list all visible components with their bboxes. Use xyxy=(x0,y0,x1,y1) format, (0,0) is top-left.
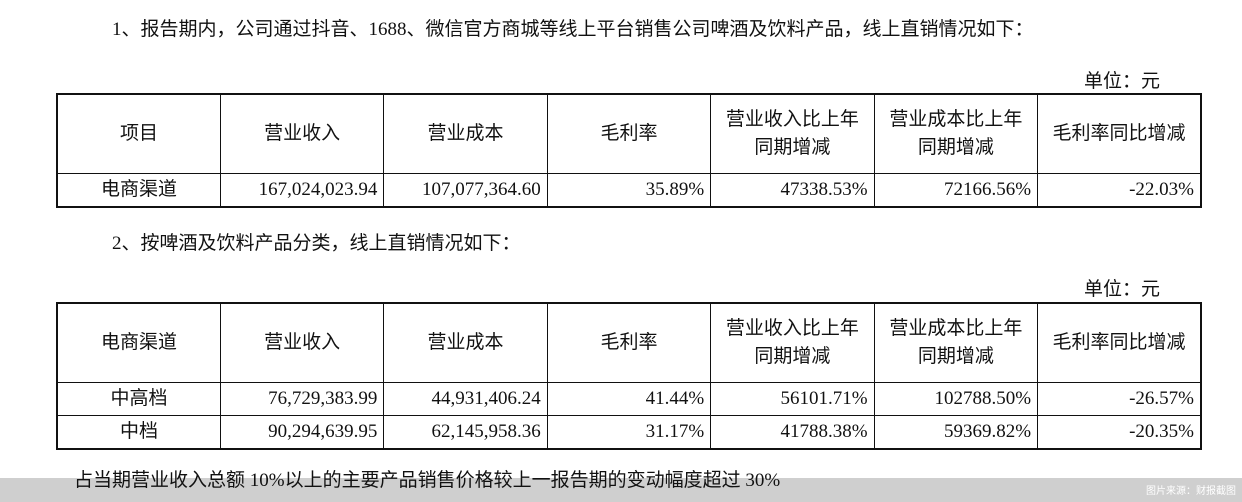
footer-note: 占当期营业收入总额 10%以上的主要产品销售价格较上一报告期的变动幅度超过 30… xyxy=(74,470,781,491)
cell: -22.03% xyxy=(1037,173,1202,208)
section1-heading: 1、报告期内，公司通过抖音、1688、微信官方商城等线上平台销售公司啤酒及饮料产… xyxy=(112,19,1034,40)
cell: 167,024,023.94 xyxy=(219,173,385,208)
cell: 102788.50% xyxy=(873,382,1039,416)
section2-heading: 2、按啤酒及饮料产品分类，线上直销情况如下： xyxy=(112,233,521,254)
header-cell: 营业收入 xyxy=(219,93,385,174)
cell: 中档 xyxy=(56,415,221,450)
header-cell: 营业收入 xyxy=(219,302,385,383)
header-cell: 营业收入比上年同期增减 xyxy=(710,93,875,174)
header-cell: 毛利率同比增减 xyxy=(1037,93,1202,174)
cell: 76,729,383.99 xyxy=(219,382,385,416)
cell: 电商渠道 xyxy=(56,173,221,208)
header-cell: 营业成本比上年同期增减 xyxy=(873,302,1039,383)
cell: 59369.82% xyxy=(873,415,1039,450)
header-cell: 项目 xyxy=(56,93,221,174)
header-cell: 营业成本比上年同期增减 xyxy=(873,93,1039,174)
section1-unit: 单位：元 xyxy=(1083,71,1160,92)
cell: 72166.56% xyxy=(873,173,1039,208)
table-header-row: 电商渠道 营业收入 营业成本 毛利率 营业收入比上年同期增减 营业成本比上年同期… xyxy=(56,302,1202,383)
table-header-row: 项目 营业收入 营业成本 毛利率 营业收入比上年同期增减 营业成本比上年同期增减… xyxy=(56,93,1202,174)
header-cell: 毛利率 xyxy=(546,302,712,383)
cell: 62,145,958.36 xyxy=(383,415,548,450)
cell: 56101.71% xyxy=(710,382,875,416)
source-watermark: 图片来源：财报截图 xyxy=(1146,486,1236,497)
cell: -20.35% xyxy=(1037,415,1202,450)
cell: -26.57% xyxy=(1037,382,1202,416)
header-cell: 营业成本 xyxy=(383,93,548,174)
online-sales-table: 项目 营业收入 营业成本 毛利率 营业收入比上年同期增减 营业成本比上年同期增减… xyxy=(56,93,1202,208)
header-cell: 营业收入比上年同期增减 xyxy=(710,302,875,383)
cell: 中高档 xyxy=(56,382,221,416)
cell: 44,931,406.24 xyxy=(383,382,548,416)
header-cell: 毛利率 xyxy=(546,93,712,174)
cell: 90,294,639.95 xyxy=(219,415,385,450)
cell: 31.17% xyxy=(546,415,712,450)
product-category-table: 电商渠道 营业收入 营业成本 毛利率 营业收入比上年同期增减 营业成本比上年同期… xyxy=(56,302,1202,450)
header-cell: 毛利率同比增减 xyxy=(1037,302,1202,383)
cell: 41788.38% xyxy=(710,415,875,450)
section2-unit: 单位：元 xyxy=(1083,279,1160,300)
table-row: 中高档 76,729,383.99 44,931,406.24 41.44% 5… xyxy=(56,382,1202,416)
table-row: 电商渠道 167,024,023.94 107,077,364.60 35.89… xyxy=(56,173,1202,208)
header-cell: 电商渠道 xyxy=(56,302,221,383)
cell: 41.44% xyxy=(546,382,712,416)
header-cell: 营业成本 xyxy=(383,302,548,383)
cell: 35.89% xyxy=(546,173,712,208)
cell: 107,077,364.60 xyxy=(383,173,548,208)
footer-bar xyxy=(0,478,1242,502)
table-row: 中档 90,294,639.95 62,145,958.36 31.17% 41… xyxy=(56,415,1202,450)
cell: 47338.53% xyxy=(710,173,875,208)
